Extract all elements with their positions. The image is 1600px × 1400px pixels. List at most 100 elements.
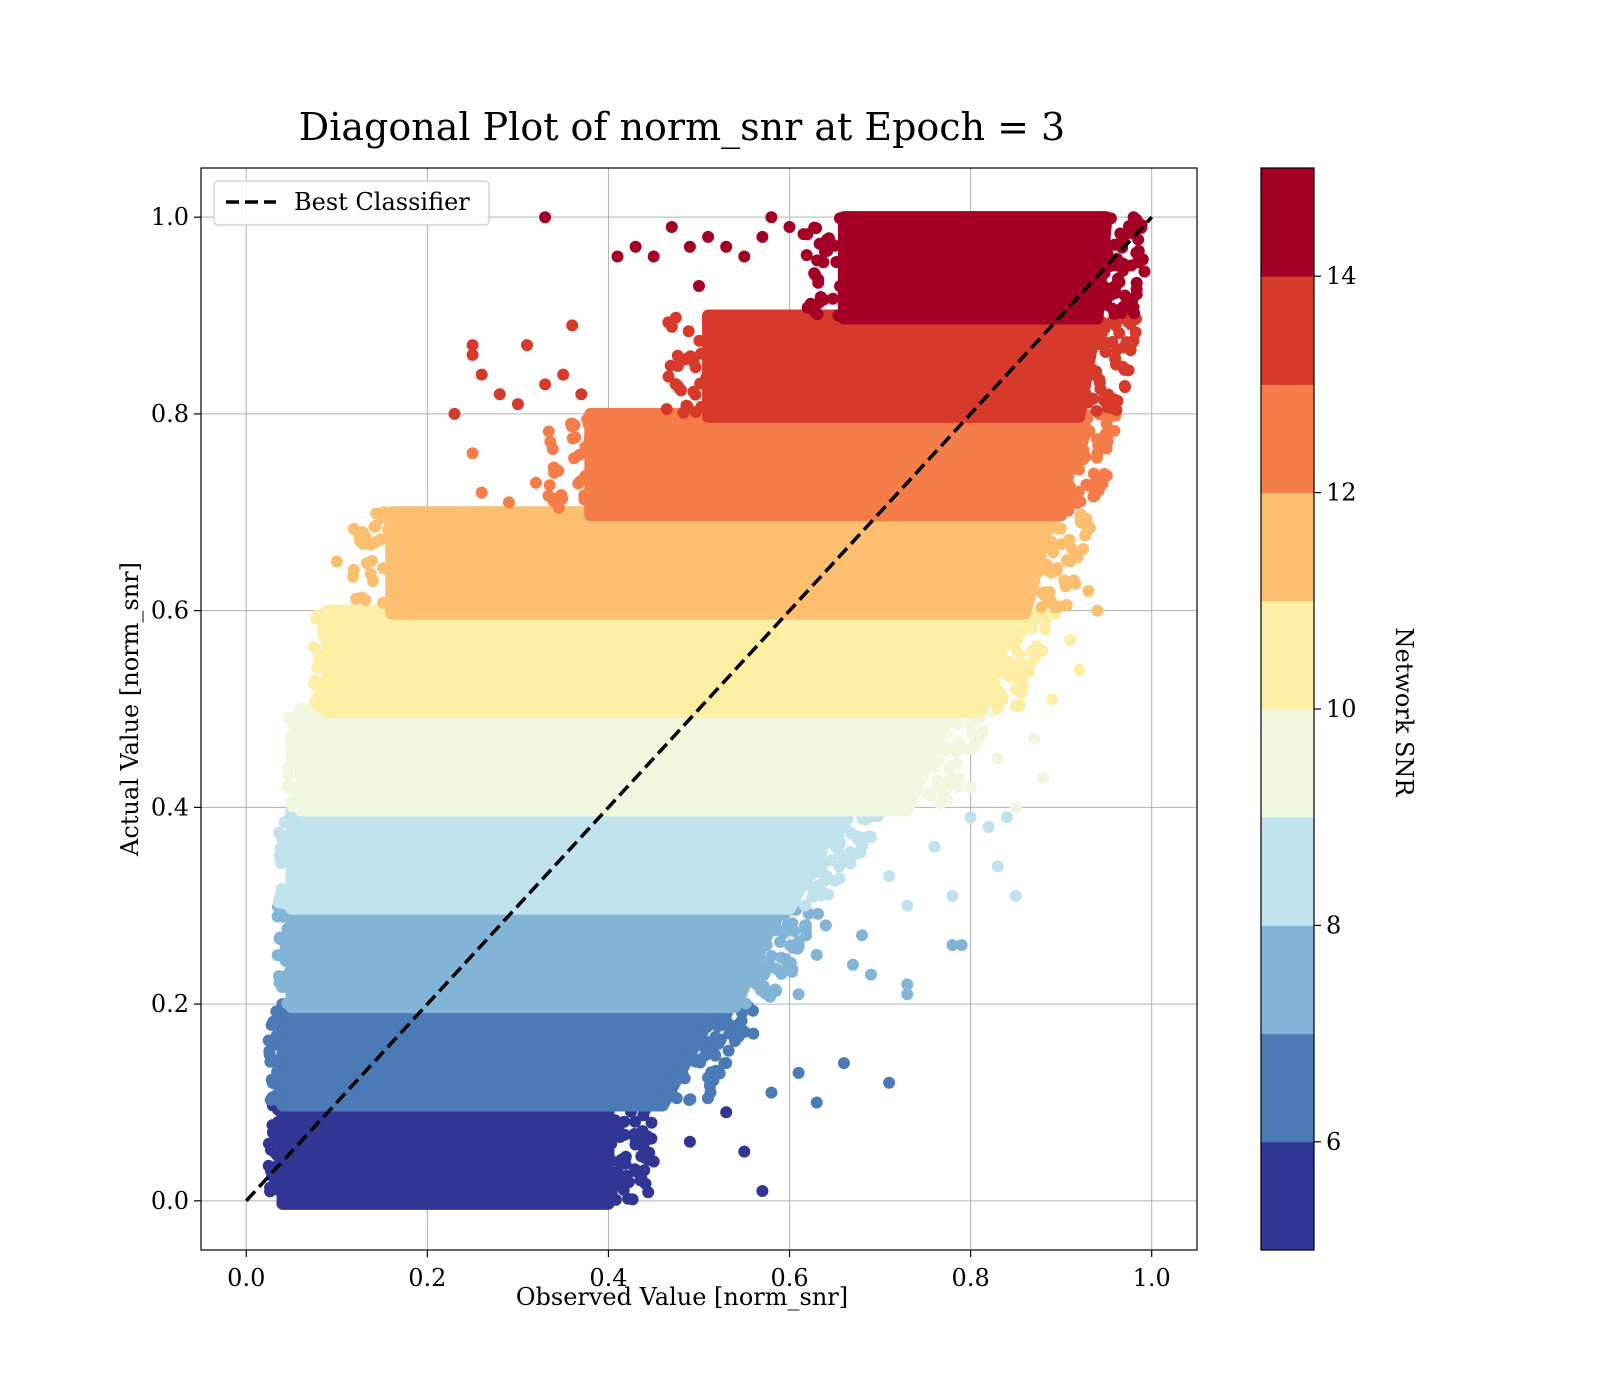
outlier-point <box>810 948 823 961</box>
colorbar-label: Network SNR <box>1390 628 1418 798</box>
scatter-point <box>727 981 740 994</box>
scatter-point <box>629 1115 642 1128</box>
scatter-point <box>568 452 581 465</box>
outlier-point <box>466 348 479 361</box>
scatter-point <box>599 1127 612 1140</box>
scatter-point <box>943 762 956 775</box>
scatter-point <box>281 997 294 1010</box>
scatter-point <box>1091 338 1104 351</box>
outlier-point <box>1091 447 1104 460</box>
scatter-point <box>274 910 287 922</box>
scatter-point <box>262 1137 275 1150</box>
scatter-point <box>1091 433 1104 446</box>
outlier-point <box>765 211 778 224</box>
scatter-point <box>792 935 805 948</box>
scatter-point <box>769 914 782 927</box>
scatter-point <box>811 254 824 267</box>
outlier-point <box>493 388 506 401</box>
scatter-point <box>805 868 818 881</box>
scatter-point <box>1113 276 1126 289</box>
scatter-point <box>812 296 825 309</box>
scatter-point <box>694 377 707 390</box>
outlier-point <box>1064 555 1077 568</box>
outlier-point <box>720 1057 733 1070</box>
outlier-point <box>502 496 515 509</box>
scatter-point <box>812 273 825 286</box>
scatter-point <box>1060 433 1073 446</box>
outlier-point <box>629 1165 642 1178</box>
scatter-point <box>1074 495 1087 508</box>
outlier-point <box>647 250 660 263</box>
y-axis-label: Actual Value [norm_snr] <box>116 562 144 857</box>
outlier-point <box>720 1106 733 1119</box>
scatter-point <box>1061 442 1074 454</box>
scatter-point <box>661 1084 674 1097</box>
y-tick-label: 0.8 <box>151 400 189 428</box>
snr-band-8-9 <box>272 801 1022 915</box>
scatter-point <box>635 1150 648 1163</box>
scatter-point <box>800 919 812 932</box>
scatter-point <box>312 610 324 622</box>
scatter-point <box>800 249 813 262</box>
scatter-point <box>1046 505 1059 518</box>
outlier-point <box>330 555 343 568</box>
scatter-point <box>1077 444 1090 457</box>
scatter-point <box>1109 352 1122 365</box>
outlier-point <box>394 555 407 568</box>
scatter-point <box>1079 336 1091 349</box>
y-tick-label: 1.0 <box>151 203 189 231</box>
scatter-point <box>676 1068 689 1081</box>
scatter-point <box>542 425 555 438</box>
scatter-point <box>278 952 291 965</box>
scatter-point <box>321 641 334 653</box>
scatter-point <box>1045 536 1058 549</box>
scatter-point <box>788 925 801 938</box>
scatter-point <box>689 406 702 418</box>
scatter-point <box>1096 251 1109 264</box>
scatter-point <box>839 821 851 834</box>
scatter-point <box>803 879 816 892</box>
scatter-point <box>702 1071 715 1084</box>
outlier-point <box>1127 211 1140 224</box>
colorbar-segment <box>1261 276 1314 385</box>
scatter-point <box>274 933 287 946</box>
scatter-point <box>739 997 752 1010</box>
scatter-point <box>282 769 295 782</box>
scatter-point <box>931 774 943 787</box>
scatter-point <box>276 1119 289 1132</box>
outlier-point <box>665 221 678 233</box>
scatter-point <box>583 430 596 443</box>
outlier-point <box>448 407 461 420</box>
scatter-point <box>937 794 950 807</box>
scatter-point <box>903 783 916 796</box>
scatter-point <box>1053 481 1066 494</box>
colorbar-segment <box>1261 600 1314 710</box>
scatter-point <box>572 477 585 490</box>
scatter-point <box>1079 529 1092 542</box>
scatter-point <box>1127 301 1140 314</box>
outlier-point <box>312 752 325 765</box>
snr-band-5-6 <box>262 1096 769 1210</box>
scatter-point <box>1110 404 1123 417</box>
outlier-point <box>566 417 579 430</box>
scatter-point <box>833 860 846 873</box>
outlier-point <box>1082 585 1095 597</box>
scatter-point <box>1072 389 1085 402</box>
outlier-point <box>683 1135 696 1148</box>
outlier-point <box>1073 663 1086 676</box>
plot-area-frame <box>200 167 1198 1251</box>
scatter-point <box>669 311 682 324</box>
scatter-point <box>832 847 845 859</box>
outlier-point <box>865 830 877 843</box>
outlier-point <box>1009 889 1022 902</box>
colorbar-tick-label: 14 <box>1326 262 1357 290</box>
scatter-point <box>1014 699 1027 712</box>
outlier-point <box>964 811 977 824</box>
scatter-point <box>759 987 772 1000</box>
scatter-point <box>664 359 677 372</box>
scatter-point <box>821 870 834 883</box>
scatter-point <box>810 222 823 235</box>
scatter-point <box>832 309 845 322</box>
outlier-point <box>539 378 552 391</box>
